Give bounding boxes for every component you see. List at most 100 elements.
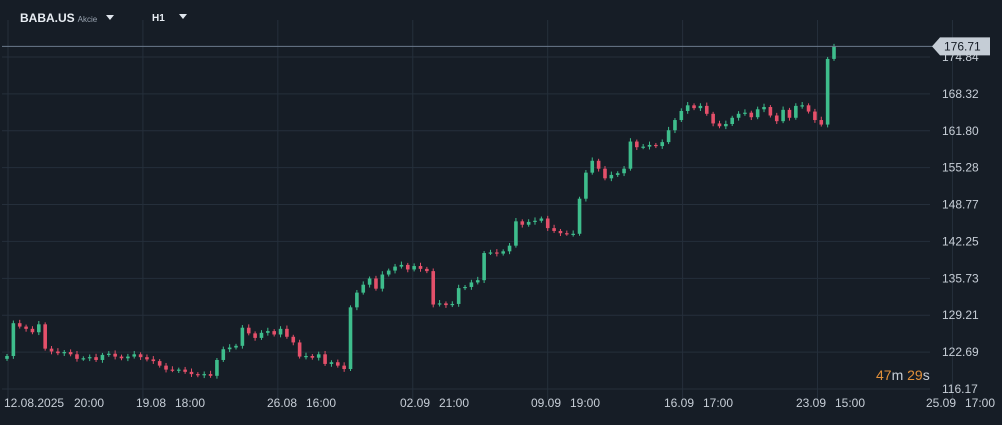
candle-body	[565, 233, 569, 235]
countdown-seconds: 29	[907, 367, 923, 383]
time-tick-date: 26.08	[267, 396, 297, 410]
candle-body	[545, 218, 550, 229]
instrument-type: Akcie	[77, 15, 98, 24]
candle-body	[425, 268, 429, 272]
current-price-line: 176.71	[2, 37, 990, 56]
candle-body	[208, 374, 213, 376]
candle-body	[596, 160, 601, 169]
time-tick-time: 20:00	[74, 396, 104, 410]
time-tick-time: 17:00	[703, 396, 733, 410]
time-tick-date: 23.09	[796, 396, 826, 410]
candle-body	[456, 288, 461, 304]
candle-body	[323, 354, 327, 364]
candle-body	[380, 274, 385, 289]
symbol-name: BABA.US	[20, 11, 75, 25]
candle-body	[755, 109, 760, 118]
candle-body	[609, 174, 614, 179]
time-axis: 12.08.2025 20:00 19.08 18:00 26.08 16:00 02.09…	[4, 396, 995, 410]
candle-body	[30, 328, 35, 333]
candle-body	[514, 221, 518, 246]
candle-body	[68, 352, 73, 355]
candle-body	[94, 357, 98, 360]
timeframe-selector[interactable]: H1	[152, 13, 187, 24]
candle-body	[316, 354, 321, 358]
candle-body	[749, 112, 754, 118]
candle-body	[717, 123, 722, 127]
candle-body	[787, 109, 792, 118]
candle-body	[361, 284, 366, 293]
symbol-selector[interactable]: BABA.US Akcie	[20, 11, 115, 25]
candle-body	[743, 112, 747, 114]
candle-body	[495, 252, 499, 254]
candle-body	[463, 286, 467, 289]
candle-body	[49, 348, 54, 352]
price-tick-label: 161.80	[942, 124, 979, 138]
candle-body	[138, 354, 143, 358]
candle-body	[794, 105, 798, 118]
candle-body	[539, 218, 544, 221]
candle-body	[202, 374, 207, 376]
candle-body	[774, 115, 779, 122]
countdown-minutes-unit: m	[891, 367, 904, 383]
candle-body	[5, 356, 9, 359]
candle-body	[310, 356, 315, 358]
candle-body	[526, 221, 531, 225]
countdown-minutes: 47	[876, 367, 892, 383]
candle-body	[189, 371, 194, 375]
price-tick-label: 116.17	[942, 382, 978, 396]
candle-body	[234, 345, 238, 348]
candle-body	[132, 354, 137, 357]
candle-body	[56, 351, 60, 354]
candle-body	[704, 105, 709, 114]
candle-body	[666, 130, 671, 143]
candle-body	[482, 253, 486, 281]
current-price-label-bg	[932, 37, 990, 56]
candle-body	[151, 359, 156, 362]
candle-body	[37, 324, 41, 333]
candle-body	[825, 58, 830, 125]
candle-body	[590, 160, 595, 173]
candle-body	[768, 107, 773, 116]
candle-body	[736, 113, 741, 118]
candle-body	[240, 327, 245, 346]
candle-body	[412, 266, 416, 270]
candle-body	[266, 331, 270, 333]
time-tick-time: 17:00	[965, 396, 995, 410]
candle-body	[342, 365, 346, 370]
candle-body	[800, 105, 804, 107]
time-tick-time: 15:00	[835, 396, 865, 410]
candle-body	[628, 141, 633, 169]
candle-body	[62, 352, 67, 354]
candle-body	[520, 221, 525, 225]
candle-body	[43, 324, 47, 349]
candle-body	[634, 141, 639, 148]
candle-body	[259, 332, 264, 338]
candles	[5, 43, 836, 379]
candle-body	[660, 142, 665, 147]
candle-body	[622, 168, 626, 174]
candle-body	[444, 303, 448, 306]
candle-body	[469, 282, 474, 287]
candle-body	[113, 353, 117, 357]
candle-body	[253, 333, 257, 338]
candle-body	[355, 292, 359, 308]
candle-body	[348, 307, 353, 370]
price-tick-label: 148.77	[942, 198, 979, 212]
candle-countdown: 47m 29s	[876, 367, 930, 383]
candle-body	[399, 264, 404, 267]
time-tick-date: 19.08	[136, 396, 166, 410]
candle-body	[584, 172, 588, 199]
candle-body	[603, 168, 607, 179]
candle-body	[571, 233, 575, 235]
price-tick-label: 135.73	[942, 271, 979, 285]
candle-body	[176, 369, 181, 371]
candle-body	[393, 266, 397, 271]
candle-body	[501, 251, 505, 254]
candle-body	[17, 323, 22, 327]
price-tick-label: 168.32	[942, 87, 979, 101]
time-tick-date: 02.09	[400, 396, 430, 410]
candle-body	[100, 354, 105, 360]
time-tick-time: 21:00	[439, 396, 469, 410]
